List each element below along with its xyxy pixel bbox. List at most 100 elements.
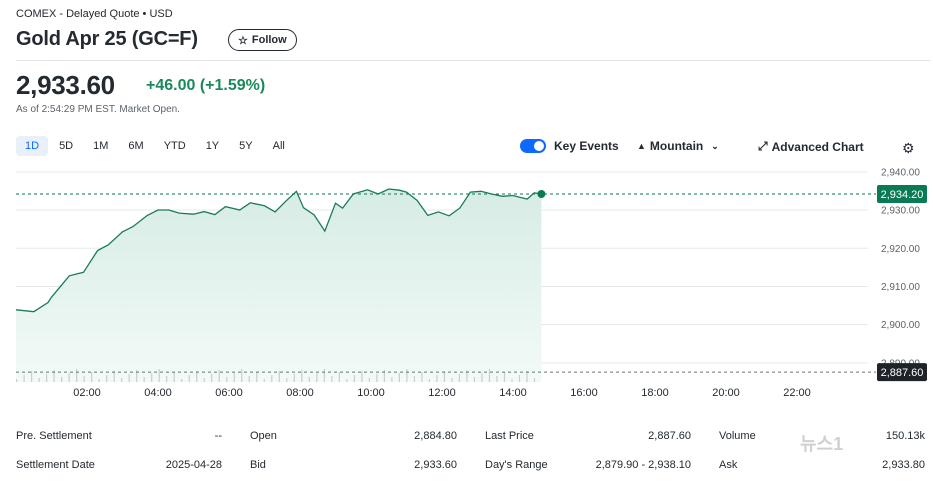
current-price-badge	[877, 184, 927, 203]
x-tick-label: 16:00	[570, 387, 598, 399]
stat-value: 2,884.80	[414, 430, 457, 442]
volume-bar	[196, 371, 198, 382]
volume-bar	[121, 378, 123, 382]
volume-bar	[113, 371, 115, 382]
volume-bar	[136, 370, 138, 382]
tab-range-1m[interactable]: 1M	[93, 140, 109, 152]
current-price: 2,933.60	[16, 70, 115, 100]
volume-bar	[16, 379, 18, 382]
volume-bar	[38, 378, 40, 382]
volume-bar	[173, 372, 175, 382]
volume-bar	[398, 373, 400, 382]
tab-range-1y[interactable]: 1Y	[205, 140, 220, 152]
as-of-timestamp: As of 2:54:29 PM EST. Market Open.	[16, 104, 180, 115]
volume-bar	[286, 378, 288, 382]
expand-icon: ⤢	[758, 139, 768, 153]
volume-bar	[256, 372, 258, 382]
gear-icon[interactable]: ⚙	[902, 140, 915, 156]
volume-bar	[181, 379, 183, 382]
x-tick-label: 20:00	[712, 387, 740, 399]
price-chart: 2,940.00 2,930.00 2,920.00 2,910.00 2,900.00…	[15, 167, 927, 399]
tab-range-ytd[interactable]: YTD	[163, 140, 186, 152]
volume-bar	[23, 375, 25, 382]
volume-bar	[91, 372, 93, 382]
volume-bar	[188, 375, 190, 382]
star-icon: ☆	[238, 34, 248, 47]
current-price-dot	[537, 189, 546, 198]
volume-bar	[346, 379, 348, 382]
volume-bar	[473, 377, 476, 382]
volume-bar	[451, 378, 453, 382]
volume-bar	[128, 374, 130, 382]
tab-range-all[interactable]: All	[272, 140, 285, 152]
volume-bar	[421, 372, 423, 382]
y-tick-label: 2,930.00	[881, 206, 920, 217]
volume-bar	[278, 371, 280, 382]
volume-bar	[533, 378, 536, 382]
page-title: Gold Apr 25 (GC=F)	[16, 28, 198, 50]
chart-type-dropdown[interactable]: ▲ Mountain ⌄	[637, 139, 719, 153]
follow-label: Follow	[251, 34, 287, 46]
tab-range-5y[interactable]: 5Y	[239, 140, 253, 152]
stat-value: 2025-04-28	[165, 459, 222, 471]
y-tick-label: 2,910.00	[881, 282, 920, 293]
stat-value: 2,933.80	[882, 459, 925, 471]
volume-bar	[376, 374, 378, 382]
volume-bar	[481, 373, 483, 382]
y-tick-label: 2,940.00	[881, 167, 920, 178]
x-tick-label: 06:00	[215, 387, 243, 399]
x-tick-label: 04:00	[144, 387, 172, 399]
stat-value: --	[214, 430, 222, 442]
stat-value: 2,887.60	[648, 430, 691, 442]
volume-bar	[211, 374, 213, 382]
volume-bar	[106, 375, 108, 382]
stat-value: 2,879.90 - 2,938.10	[595, 459, 691, 471]
volume-bar	[488, 369, 491, 382]
tab-range-1d[interactable]: 1D	[16, 136, 49, 156]
mountain-icon: ▲	[637, 141, 646, 151]
advanced-chart-label: Advanced Chart	[771, 139, 864, 154]
volume-bar	[391, 377, 393, 382]
volume-bar	[293, 374, 295, 382]
stat-label: Bid	[250, 459, 266, 471]
volume-bar	[76, 369, 78, 382]
volume-bar	[331, 376, 333, 382]
price-area-fill	[16, 189, 542, 382]
volume-bar	[151, 373, 153, 382]
volume-bar	[233, 373, 235, 382]
volume-bar	[308, 377, 310, 382]
volume-bar	[443, 371, 446, 382]
volume-bar	[503, 372, 506, 382]
x-tick-label: 12:00	[428, 387, 456, 399]
stat-value: 150.13k	[885, 430, 925, 442]
volume-bar	[518, 375, 521, 382]
key-events-toggle[interactable]: Key Events	[520, 139, 619, 153]
stat-label: Day's Range	[485, 459, 548, 471]
x-tick-label: 18:00	[641, 387, 669, 399]
volume-bar	[526, 371, 528, 382]
volume-bar	[203, 378, 205, 382]
volume-bar	[158, 369, 160, 382]
volume-bar	[368, 378, 370, 382]
stat-label: Ask	[719, 459, 738, 471]
stat-label: Volume	[719, 430, 756, 442]
volume-bar	[143, 377, 145, 382]
tab-range-5d[interactable]: 5D	[59, 140, 74, 152]
follow-button[interactable]: ☆ Follow	[228, 29, 297, 51]
volume-bar	[323, 369, 325, 382]
key-events-label: Key Events	[554, 139, 619, 153]
volume-bar	[241, 369, 243, 382]
volume-bar	[271, 375, 273, 382]
volume-bar	[353, 375, 355, 382]
volume-bar	[68, 373, 70, 382]
toggle-switch-icon[interactable]	[520, 139, 546, 153]
volume-bar	[226, 377, 228, 382]
advanced-chart-button[interactable]: ⤢ Advanced Chart	[758, 139, 864, 154]
volume-bar	[383, 370, 385, 382]
price-change: +46.00 (+1.59%)	[146, 77, 266, 94]
range-tabs: 1D 5D 1M 6M YTD 1Y 5Y All	[16, 136, 294, 156]
chart-type-label: Mountain	[649, 139, 704, 153]
x-tick-label: 10:00	[357, 387, 385, 399]
tab-range-6m[interactable]: 6M	[128, 140, 144, 152]
volume-bar	[413, 376, 416, 382]
